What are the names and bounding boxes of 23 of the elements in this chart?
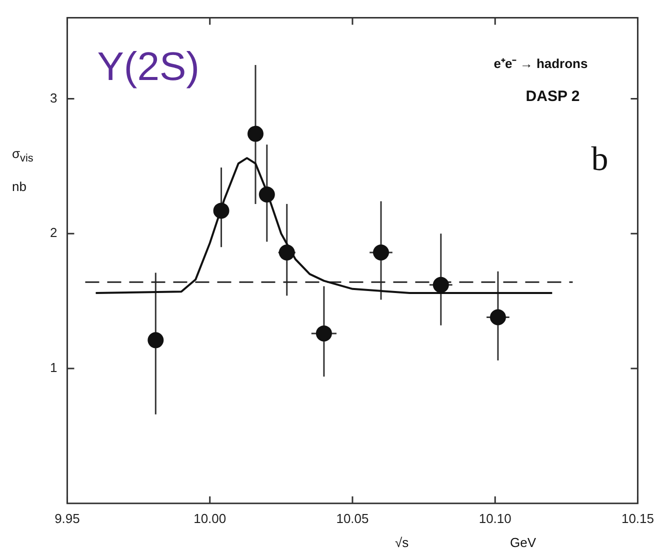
point [213, 202, 230, 219]
y-tick-label: 1 [50, 360, 58, 376]
point [490, 309, 506, 326]
point [373, 244, 390, 261]
annotation: Y(2S) [97, 44, 200, 89]
x-tick-label: 10.05 [336, 510, 369, 526]
text: σ$_{vis}$ nb [12, 146, 34, 194]
y-tick-label: 3 [50, 90, 58, 106]
annotation: b [591, 140, 608, 178]
point [278, 244, 295, 261]
point [432, 276, 449, 293]
x-tick-label: 10.10 [478, 510, 512, 526]
point [258, 186, 275, 203]
annotation: DASP 2 [526, 88, 580, 105]
point [148, 332, 164, 348]
point [316, 325, 332, 342]
annotation: e⁺e⁻ → hadrons [494, 56, 588, 71]
y-tick-label: 2 [50, 225, 58, 240]
x-tick-label: 10.00 [194, 510, 226, 526]
x-tick-label: 9.95 [54, 510, 80, 526]
text: √s GeV [395, 535, 536, 550]
x-tick-label: 10.15 [621, 510, 654, 526]
point [247, 126, 264, 142]
